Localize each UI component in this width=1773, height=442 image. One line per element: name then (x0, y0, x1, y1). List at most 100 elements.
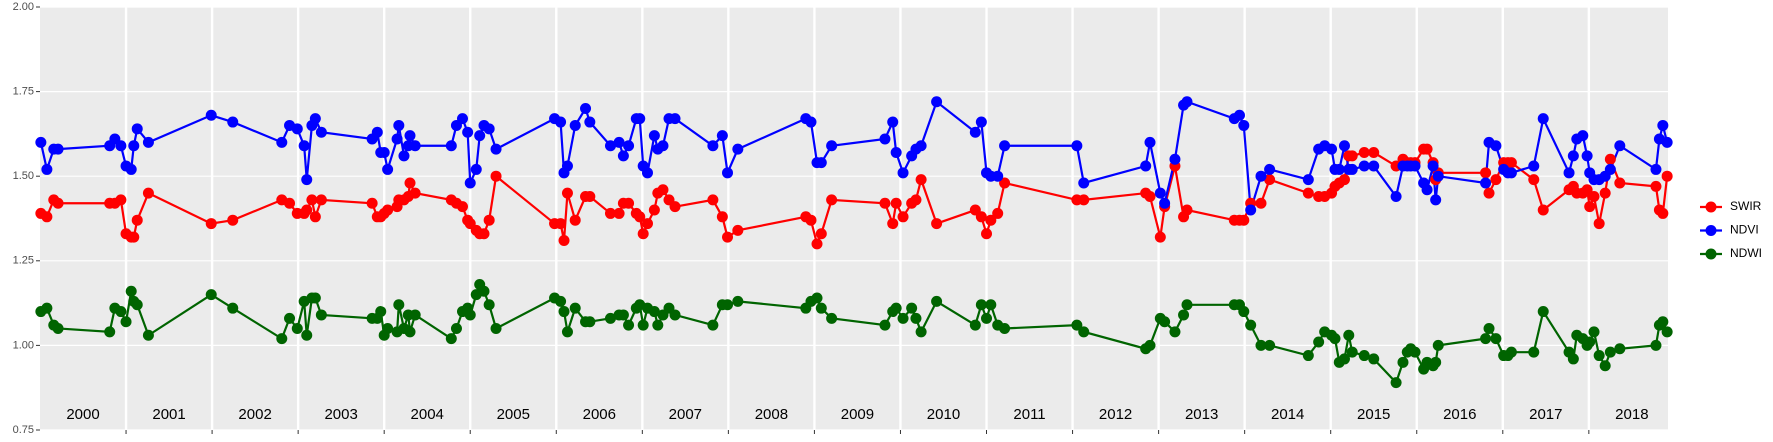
data-point (1368, 353, 1380, 365)
data-point (623, 140, 635, 152)
year-label: 2001 (152, 406, 185, 423)
data-point (1255, 197, 1267, 209)
data-point (490, 143, 502, 155)
data-point (398, 150, 410, 162)
data-point (1505, 157, 1517, 169)
year-label: 2010 (927, 406, 960, 423)
data-point (1657, 316, 1669, 328)
data-point (648, 204, 660, 216)
data-point (1480, 333, 1492, 345)
year-label: 2008 (755, 406, 788, 423)
data-point (1181, 299, 1193, 311)
data-point (1326, 143, 1338, 155)
data-point (483, 214, 495, 226)
data-point (815, 228, 827, 240)
data-point (1567, 353, 1579, 365)
data-point (1593, 218, 1605, 230)
data-point (276, 136, 288, 148)
year-label: 2005 (497, 406, 530, 423)
data-point (1588, 326, 1600, 338)
year-label: 2014 (1271, 406, 1304, 423)
data-point (1650, 163, 1662, 175)
data-point (1264, 339, 1276, 351)
year-label: 2016 (1443, 406, 1476, 423)
data-point (999, 177, 1011, 189)
data-point (1528, 346, 1540, 358)
data-point (391, 133, 403, 145)
data-point (584, 191, 596, 203)
data-point (1181, 204, 1193, 216)
data-point (890, 147, 902, 159)
data-point (887, 116, 899, 128)
data-point (915, 140, 927, 152)
data-point (1346, 346, 1358, 358)
data-point (732, 295, 744, 307)
data-point (1427, 160, 1439, 172)
data-point (1614, 140, 1626, 152)
data-point (561, 160, 573, 172)
data-point (1528, 160, 1540, 172)
year-label: 2007 (669, 406, 702, 423)
data-point (1181, 96, 1193, 108)
data-point (1421, 184, 1433, 196)
data-point (445, 140, 457, 152)
data-point (1302, 174, 1314, 186)
legend-label: NDVI (1730, 223, 1759, 237)
data-point (1599, 360, 1611, 372)
data-point (999, 322, 1011, 334)
data-point (555, 116, 567, 128)
data-point (1432, 170, 1444, 182)
data-point (315, 194, 327, 206)
data-point (315, 309, 327, 321)
year-label: 2017 (1529, 406, 1562, 423)
data-point (291, 322, 303, 334)
data-point (1390, 377, 1402, 389)
data-point (131, 299, 143, 311)
year-label: 2000 (66, 406, 99, 423)
data-point (1567, 150, 1579, 162)
y-tick-label: 0.75 (13, 424, 34, 436)
data-point (1368, 147, 1380, 159)
data-point (1338, 140, 1350, 152)
data-point (826, 312, 838, 324)
data-point (409, 140, 421, 152)
data-point (975, 116, 987, 128)
data-point (887, 218, 899, 230)
legend-label: SWIR (1730, 199, 1762, 213)
data-point (969, 319, 981, 331)
data-point (879, 133, 891, 145)
data-point (604, 312, 616, 324)
data-point (992, 170, 1004, 182)
data-point (464, 309, 476, 321)
data-point (1078, 326, 1090, 338)
data-point (1233, 109, 1245, 121)
data-point (561, 326, 573, 338)
data-point (1169, 153, 1181, 165)
data-point (1144, 339, 1156, 351)
data-point (1338, 174, 1350, 186)
data-point (1333, 163, 1345, 175)
data-point (604, 140, 616, 152)
data-point (811, 238, 823, 250)
data-point (276, 333, 288, 345)
data-point (879, 319, 891, 331)
y-tick-label: 1.50 (13, 170, 34, 182)
data-point (298, 140, 310, 152)
legend-label: NDWI (1730, 246, 1762, 260)
data-point (1581, 184, 1593, 196)
data-point (1302, 350, 1314, 362)
data-point (584, 316, 596, 328)
data-point (1264, 163, 1276, 175)
data-point (445, 333, 457, 345)
data-point (890, 302, 902, 314)
data-point (1178, 309, 1190, 321)
data-point (483, 123, 495, 135)
data-point (52, 322, 64, 334)
data-point (131, 214, 143, 226)
legend-key-point (1705, 225, 1717, 236)
data-point (409, 309, 421, 321)
data-point (897, 167, 909, 179)
data-point (732, 224, 744, 236)
data-point (128, 140, 140, 152)
